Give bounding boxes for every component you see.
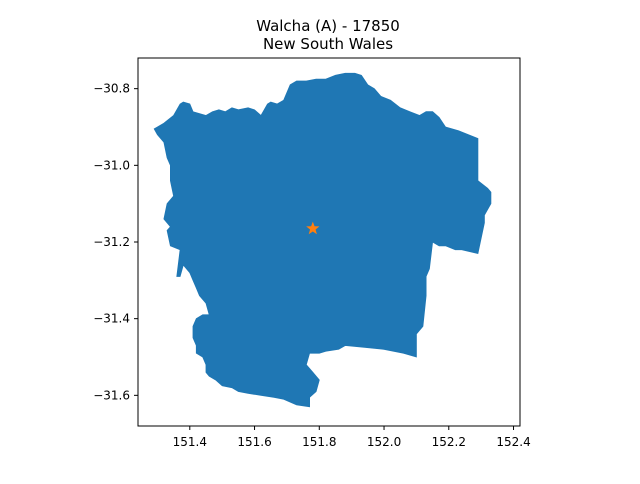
- x-axis: 151.4 151.6 151.8 152.0 152.2 152.4: [173, 426, 531, 449]
- y-axis: −30.8 −31.0 −31.2 −31.4 −31.6: [93, 82, 138, 402]
- x-tick-label: 151.8: [302, 435, 336, 449]
- x-tick-label: 152.2: [432, 435, 466, 449]
- y-tick-label: −31.2: [93, 235, 130, 249]
- x-tick-label: 151.6: [237, 435, 271, 449]
- y-tick-label: −30.8: [93, 82, 130, 96]
- x-tick-label: 152.0: [367, 435, 401, 449]
- y-tick-label: −31.4: [93, 312, 130, 326]
- x-tick-label: 151.4: [173, 435, 207, 449]
- y-tick-label: −31.0: [93, 158, 130, 172]
- map-title: Walcha (A) - 17850: [256, 17, 400, 35]
- x-tick-label: 152.4: [496, 435, 530, 449]
- y-tick-label: −31.6: [93, 388, 130, 402]
- centroid-star-marker: [306, 221, 320, 235]
- region-polygon: [153, 72, 492, 408]
- map-subtitle: New South Wales: [263, 35, 393, 53]
